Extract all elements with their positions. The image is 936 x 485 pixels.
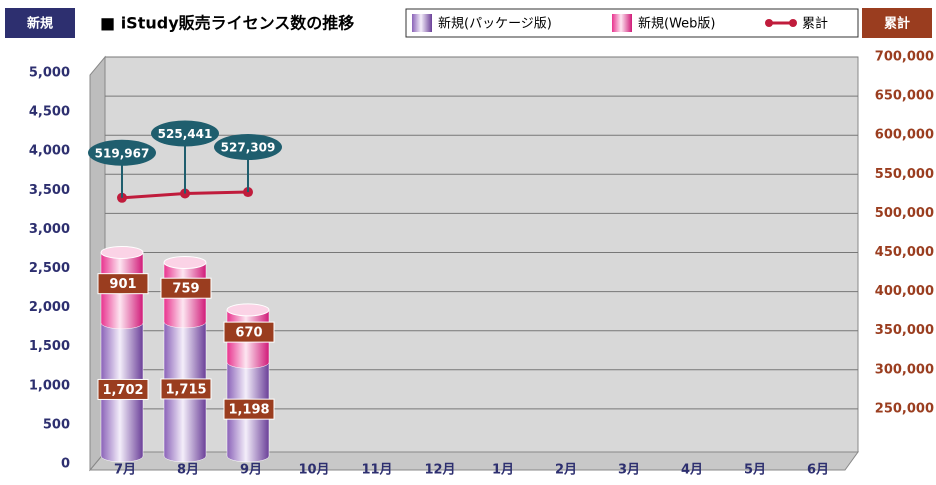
data-label-box <box>97 273 149 295</box>
y-tick-label: 3,000 <box>29 222 70 237</box>
y2-tick-label: 350,000 <box>875 323 934 338</box>
y-tick-label: 500 <box>43 417 70 432</box>
y-tick-label: 2,500 <box>29 261 70 276</box>
y2-tick-label: 700,000 <box>875 50 934 65</box>
x-tick-label: 9月 <box>240 463 262 478</box>
y2-label-badge <box>862 8 932 38</box>
legend-label: 累計 <box>802 16 828 32</box>
line-data-label: 527,309 <box>221 141 276 155</box>
legend-swatch <box>412 14 432 32</box>
data-label: 1,702 <box>102 383 143 398</box>
x-tick-label: 12月 <box>424 463 455 478</box>
y-tick-label: 4,500 <box>29 105 70 120</box>
data-label: 1,198 <box>228 403 269 418</box>
y-tick-label: 2,000 <box>29 300 70 315</box>
x-tick-label: 10月 <box>298 463 329 478</box>
data-label: 1,715 <box>165 382 206 397</box>
cylinder-top <box>100 245 144 259</box>
x-tick-label: 6月 <box>807 463 829 478</box>
data-label-box <box>97 378 149 400</box>
legend-swatch <box>789 19 797 27</box>
y2-tick-label: 450,000 <box>875 245 934 260</box>
cylinder-top <box>226 303 270 317</box>
legend-label: 新規(Web版) <box>638 16 716 32</box>
y2-tick-label: 300,000 <box>875 362 934 377</box>
line-data-label: 519,967 <box>95 146 150 160</box>
x-tick-label: 5月 <box>744 463 766 478</box>
data-label-box <box>223 321 275 343</box>
callout-bubble <box>214 134 282 161</box>
callout-bubble <box>151 120 219 147</box>
data-label: 901 <box>109 277 136 292</box>
y2-tick-label: 650,000 <box>875 89 934 104</box>
x-tick-label: 2月 <box>555 463 577 478</box>
y2-tick-label: 400,000 <box>875 284 934 299</box>
y-tick-label: 3,500 <box>29 183 70 198</box>
chart-title: ■ iStudy販売ライセンス数の推移 <box>100 14 354 33</box>
data-label: 759 <box>172 282 199 297</box>
y-label-badge <box>5 8 75 38</box>
y-tick-label: 1,500 <box>29 339 70 354</box>
y-tick-label: 5,000 <box>29 66 70 81</box>
data-label-box <box>160 378 212 400</box>
legend-label: 新規(パッケージ版) <box>438 16 552 32</box>
y-tick-label: 4,000 <box>29 144 70 159</box>
legend-swatch <box>612 14 632 32</box>
x-tick-label: 11月 <box>361 463 392 478</box>
data-label-box <box>160 277 212 299</box>
cylinder-top <box>163 256 207 270</box>
x-tick-label: 3月 <box>618 463 640 478</box>
callout-bubble <box>88 139 156 166</box>
data-label: 670 <box>235 326 262 341</box>
data-label-box <box>223 398 275 420</box>
y-axis-label: 新規 <box>27 16 53 32</box>
legend-swatch <box>765 19 773 27</box>
x-tick-label: 1月 <box>492 463 514 478</box>
y2-tick-label: 250,000 <box>875 401 934 416</box>
x-tick-label: 4月 <box>681 463 703 478</box>
y2-axis-label: 累計 <box>884 16 910 32</box>
y2-tick-label: 550,000 <box>875 167 934 182</box>
y2-tick-label: 600,000 <box>875 128 934 143</box>
line-data-label: 525,441 <box>158 127 213 141</box>
x-tick-label: 8月 <box>177 463 199 478</box>
x-tick-label: 7月 <box>114 463 136 478</box>
y-tick-label: 1,000 <box>29 378 70 393</box>
y-tick-label: 0 <box>61 457 70 472</box>
y2-tick-label: 500,000 <box>875 206 934 221</box>
back-wall <box>104 56 859 453</box>
